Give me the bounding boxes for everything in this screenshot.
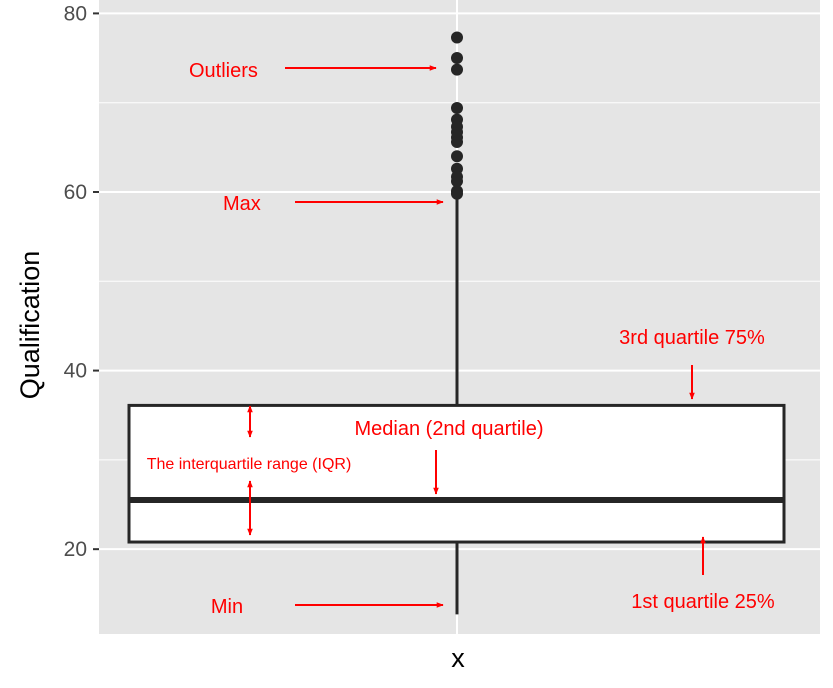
iqr-box bbox=[127, 403, 786, 544]
min-label: Min bbox=[211, 596, 243, 618]
q3-label: 3rd quartile 75% bbox=[619, 327, 765, 349]
y-axis: 20 40 60 80 bbox=[64, 2, 99, 561]
y-tick-label: 20 bbox=[64, 538, 87, 561]
q1-label: 1st quartile 25% bbox=[631, 591, 775, 613]
outlier-point bbox=[451, 150, 463, 163]
median-label: Median (2nd quartile) bbox=[355, 418, 544, 440]
outlier-point bbox=[451, 102, 463, 115]
x-axis-title: x bbox=[451, 643, 465, 673]
y-tick-label: 80 bbox=[64, 2, 87, 25]
y-tick-label: 40 bbox=[64, 360, 87, 383]
y-axis-title: Qualification bbox=[15, 251, 45, 400]
box-plot bbox=[127, 31, 786, 615]
outlier-point bbox=[451, 63, 463, 76]
outlier-point bbox=[451, 52, 463, 65]
outlier-point bbox=[451, 135, 463, 148]
annotations: Outliers Max 3rd quartile 75% Median (2nd q… bbox=[147, 60, 775, 618]
outlier-point bbox=[451, 175, 463, 188]
iqr-label: The interquartile range (IQR) bbox=[147, 456, 352, 473]
y-tick-label: 60 bbox=[64, 181, 87, 204]
max-label: Max bbox=[223, 193, 261, 215]
outliers-label: Outliers bbox=[189, 60, 258, 82]
outlier-point bbox=[451, 31, 463, 44]
outlier-point bbox=[451, 187, 463, 200]
